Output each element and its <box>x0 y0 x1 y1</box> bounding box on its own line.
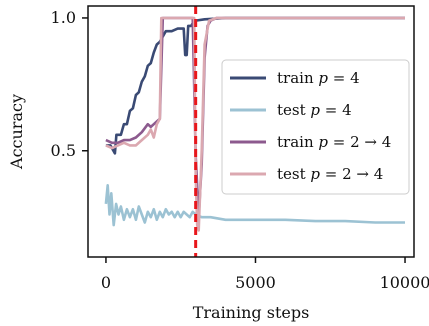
y-tick-label: 1.0 <box>51 8 76 27</box>
ticks: 0 5000 10000 0.5 1.0 <box>51 8 429 292</box>
legend: train p = 4 test p = 4 train p = 2 → 4 test… <box>221 59 410 195</box>
x-tick-label: 5000 <box>235 273 276 292</box>
series-layer <box>104 16 405 232</box>
legend-box <box>221 59 410 195</box>
x-axis-label: Training steps <box>193 303 310 322</box>
x-tick-label: 0 <box>101 273 111 292</box>
series-line-4 <box>105 16 405 232</box>
legend-entry: train p = 4 <box>277 69 360 87</box>
y-axis-label: Accuracy <box>7 94 26 170</box>
series-line-1 <box>105 16 405 155</box>
x-tick-label: 10000 <box>380 273 429 292</box>
series-line-2 <box>104 184 405 227</box>
y-tick-label: 0.5 <box>51 141 76 160</box>
legend-entry: test p = 4 <box>277 101 352 119</box>
plot-frame <box>87 5 415 258</box>
legend-entry: train p = 2 → 4 <box>277 133 391 151</box>
legend-entry: test p = 2 → 4 <box>277 165 383 183</box>
